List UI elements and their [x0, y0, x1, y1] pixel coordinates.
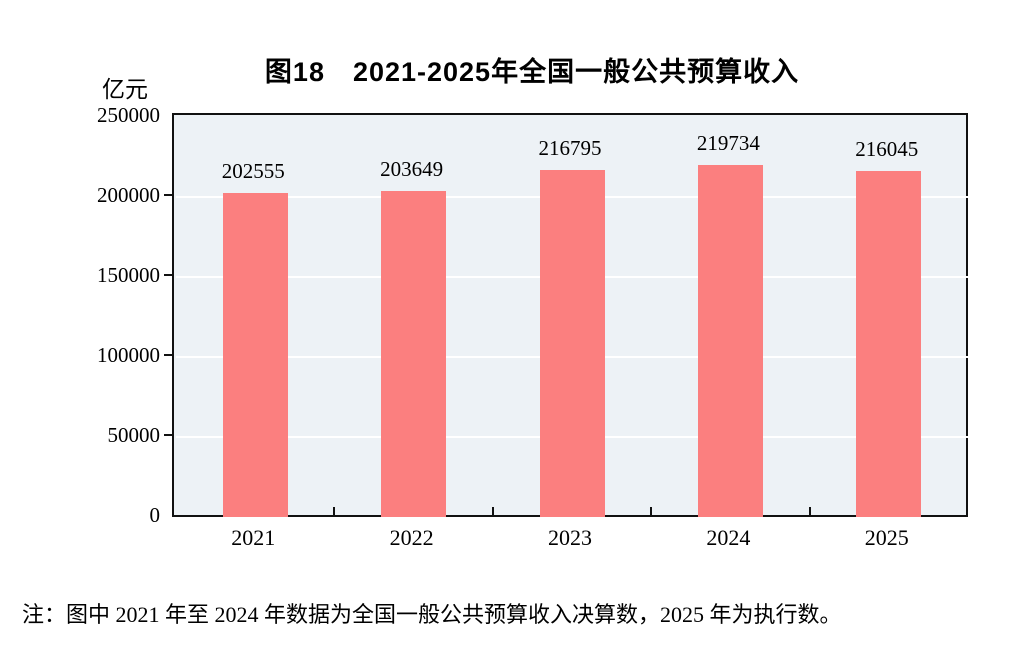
- x-axis-label: 2024: [706, 525, 751, 550]
- bar-2022: [381, 191, 447, 517]
- bar-value-label: 216045: [855, 137, 919, 162]
- x-tick-mark: [333, 507, 336, 517]
- bar-2021: [222, 192, 288, 517]
- x-axis-label: 2025: [864, 525, 909, 550]
- y-tick-label: 0: [149, 503, 161, 527]
- bar-value-label: 216795: [538, 136, 602, 161]
- bar-2023: [539, 170, 605, 517]
- bar-value-label: 202555: [221, 158, 285, 183]
- chart-title: 图18 2021-2025年全国一般公共预算收入: [264, 57, 800, 87]
- footnote: 注：图中 2021 年至 2024 年数据为全国一般公共预算收入决算数，2025…: [22, 602, 842, 627]
- y-tick-mark: [164, 194, 172, 196]
- y-tick-mark: [164, 434, 172, 436]
- bar-2024: [697, 165, 763, 517]
- x-axis-label: 2022: [389, 525, 434, 550]
- y-tick-mark: [164, 354, 172, 356]
- y-tick-label: 150000: [97, 263, 160, 287]
- bar-value-label: 203649: [380, 157, 444, 182]
- x-axis-label: 2021: [231, 525, 276, 550]
- y-axis-unit-label: 亿元: [102, 76, 148, 102]
- x-tick-mark: [808, 507, 811, 517]
- y-tick-mark: [164, 274, 172, 276]
- y-tick-label: 250000: [97, 103, 160, 127]
- y-tick-label: 200000: [97, 183, 160, 207]
- bar-2025: [856, 171, 922, 517]
- x-axis-label: 2023: [548, 525, 592, 550]
- x-tick-mark: [491, 507, 494, 517]
- y-tick-label: 50000: [107, 423, 161, 447]
- x-tick-mark: [650, 507, 653, 517]
- y-tick-label: 100000: [97, 343, 160, 367]
- bar-value-label: 219734: [696, 131, 760, 156]
- plot-area: [172, 113, 968, 517]
